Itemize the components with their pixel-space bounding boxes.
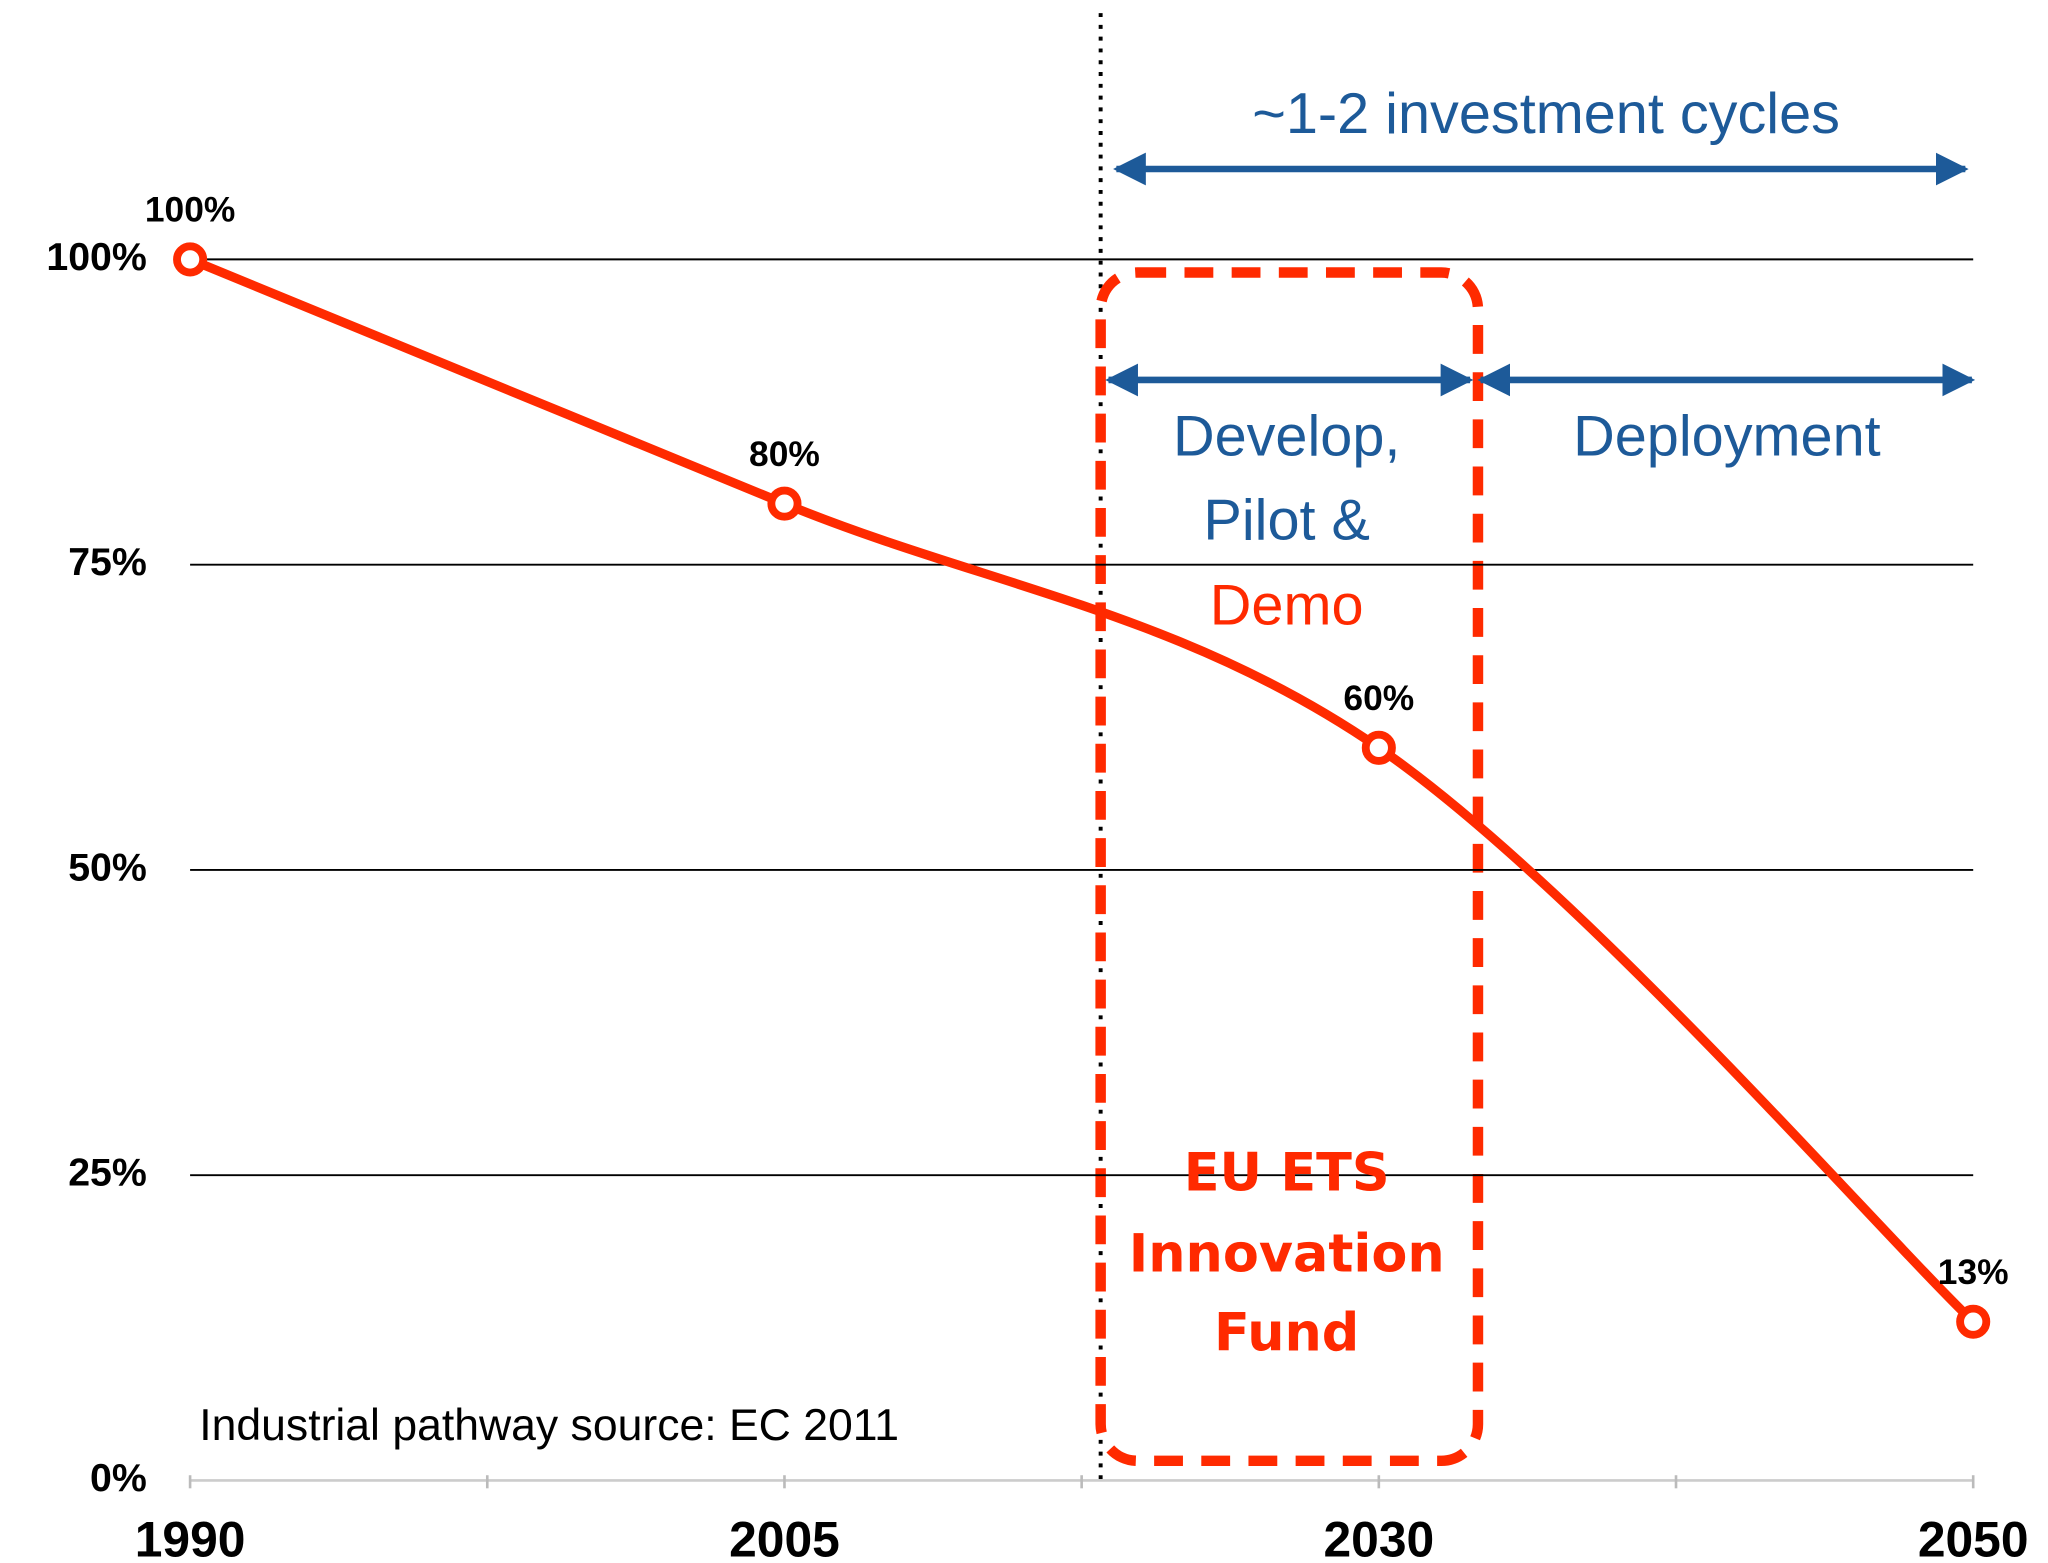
annotation: EU ETS	[1184, 1143, 1390, 1204]
y-tick-label: 25%	[68, 1151, 147, 1195]
data-point	[1361, 730, 1396, 765]
y-tick-label: 75%	[68, 540, 147, 584]
fund-box	[1095, 267, 1484, 1467]
series-line	[188, 255, 1977, 1326]
y-tick-label: 0%	[90, 1456, 147, 1500]
annotation: ~1-2 investment cycles	[1252, 82, 1840, 146]
data-point	[1956, 1304, 1991, 1339]
annotation: Fund	[1214, 1302, 1359, 1363]
data-point	[173, 242, 208, 277]
annotation: Demo	[1210, 573, 1364, 637]
data-label: 80%	[749, 435, 820, 474]
y-tick-label: 50%	[68, 845, 147, 889]
x-tick-label: 2030	[1323, 1512, 1434, 1563]
x-tick-label: 1990	[135, 1512, 246, 1563]
annotation: Develop,	[1173, 404, 1400, 468]
data-point	[767, 486, 802, 521]
data-label: 13%	[1938, 1253, 2009, 1292]
x-tick-label: 2050	[1918, 1512, 2029, 1563]
annotation: Industrial pathway source: EC 2011	[199, 1401, 899, 1450]
data-label: 60%	[1343, 679, 1414, 718]
x-tick-label: 2005	[729, 1512, 840, 1563]
y-tick-label: 100%	[46, 235, 147, 279]
annotation: Innovation	[1129, 1224, 1445, 1285]
data-label: 100%	[145, 191, 235, 230]
annotation: Deployment	[1573, 404, 1880, 468]
annotation: Pilot &	[1203, 488, 1370, 552]
